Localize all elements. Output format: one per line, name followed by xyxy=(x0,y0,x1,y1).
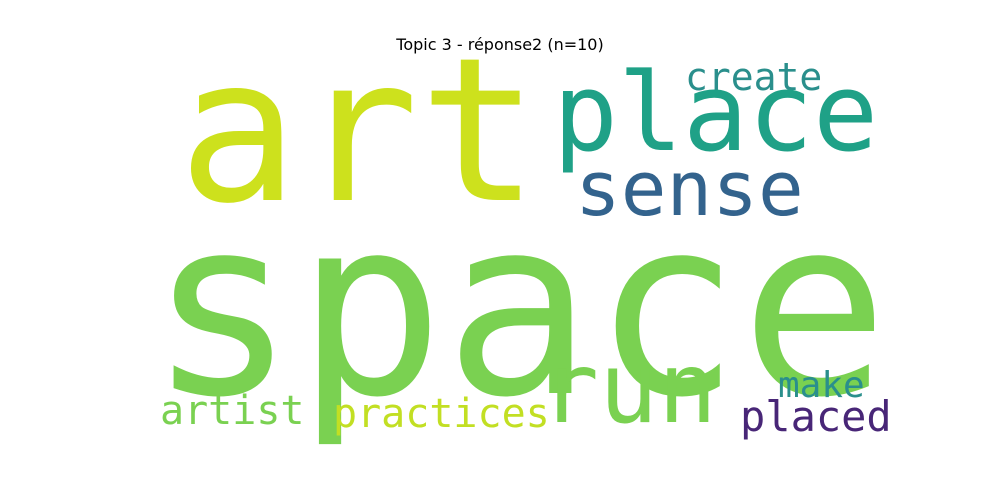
word-sense: sense xyxy=(575,144,804,233)
word-place: place xyxy=(553,51,879,176)
word-run: run xyxy=(540,332,718,446)
word-art: art xyxy=(178,15,540,248)
word-practices: practices xyxy=(333,391,550,437)
figure-title: Topic 3 - réponse2 (n=10) xyxy=(396,35,604,54)
word-space: space xyxy=(148,166,889,452)
word-create: create xyxy=(685,55,823,99)
word-placed: placed xyxy=(740,392,892,441)
word-artist: artist xyxy=(160,388,305,434)
word-cloud: art create place sense space run make ar… xyxy=(148,32,893,452)
word-make: make xyxy=(778,365,865,406)
